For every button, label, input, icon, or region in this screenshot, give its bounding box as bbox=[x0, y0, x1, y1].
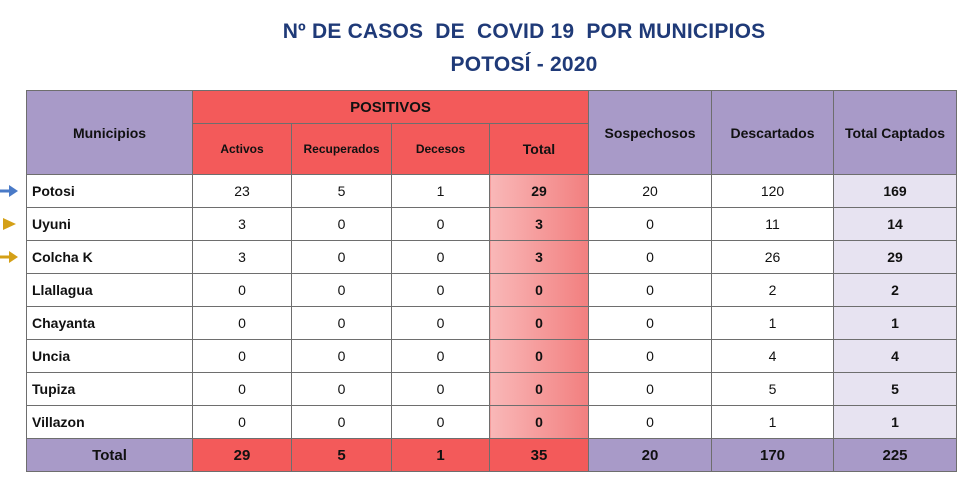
cell-municipio: Chayanta bbox=[26, 306, 193, 340]
cell-decesos: 0 bbox=[391, 207, 490, 241]
cell-descartados: 2 bbox=[711, 273, 834, 307]
cell-decesos: 0 bbox=[391, 240, 490, 274]
cell-recuperados: 0 bbox=[291, 207, 392, 241]
header-sospechosos: Sospechosos bbox=[588, 90, 712, 175]
cell-descartados: 5 bbox=[711, 372, 834, 406]
totals-row: Total 29 5 1 35 20 170 225 bbox=[26, 438, 957, 472]
header-total-captados: Total Captados bbox=[833, 90, 957, 175]
cell-recuperados: 0 bbox=[291, 339, 392, 373]
header-total: Total bbox=[489, 123, 589, 175]
cell-recuperados: 0 bbox=[291, 306, 392, 340]
triangle-right-icon bbox=[3, 218, 16, 230]
header-descartados: Descartados bbox=[711, 90, 834, 175]
table-row: Llallagua 0 0 0 0 0 2 2 bbox=[26, 273, 957, 307]
totals-sospechosos: 20 bbox=[588, 438, 712, 472]
cell-total-captados: 4 bbox=[833, 339, 957, 373]
cell-total-captados: 5 bbox=[833, 372, 957, 406]
cell-decesos: 0 bbox=[391, 339, 490, 373]
cell-activos: 0 bbox=[192, 405, 292, 439]
cell-total-captados: 1 bbox=[833, 306, 957, 340]
cell-activos: 0 bbox=[192, 339, 292, 373]
header-municipios: Municipios bbox=[26, 90, 193, 175]
cell-total-captados: 2 bbox=[833, 273, 957, 307]
cell-sospechosos: 0 bbox=[588, 207, 712, 241]
cell-municipio: Villazon bbox=[26, 405, 193, 439]
totals-decesos: 1 bbox=[391, 438, 490, 472]
cell-sospechosos: 20 bbox=[588, 174, 712, 208]
cell-decesos: 0 bbox=[391, 405, 490, 439]
covid-cases-table: Municipios POSITIVOS Sospechosos Descart… bbox=[26, 90, 957, 472]
header-positivos: POSITIVOS bbox=[192, 90, 589, 124]
cell-decesos: 0 bbox=[391, 372, 490, 406]
cell-municipio: Llallagua bbox=[26, 273, 193, 307]
cell-activos: 0 bbox=[192, 273, 292, 307]
cell-municipio: Uyuni bbox=[26, 207, 193, 241]
totals-activos: 29 bbox=[192, 438, 292, 472]
table-row: Chayanta 0 0 0 0 0 1 1 bbox=[26, 306, 957, 340]
cell-sospechosos: 0 bbox=[588, 372, 712, 406]
cell-total: 0 bbox=[489, 339, 589, 373]
cell-activos: 0 bbox=[192, 372, 292, 406]
cell-total: 29 bbox=[489, 174, 589, 208]
cell-descartados: 26 bbox=[711, 240, 834, 274]
cell-activos: 0 bbox=[192, 306, 292, 340]
header-decesos: Decesos bbox=[391, 123, 490, 175]
cell-recuperados: 0 bbox=[291, 273, 392, 307]
table-row: Colcha K 3 0 0 3 0 26 29 bbox=[26, 240, 957, 274]
cell-total: 0 bbox=[489, 273, 589, 307]
table-row: Villazon 0 0 0 0 0 1 1 bbox=[26, 405, 957, 439]
page-subtitle: POTOSÍ - 2020 bbox=[450, 53, 598, 76]
cell-descartados: 1 bbox=[711, 405, 834, 439]
cell-municipio: Uncia bbox=[26, 339, 193, 373]
cell-total-captados: 14 bbox=[833, 207, 957, 241]
cell-decesos: 1 bbox=[391, 174, 490, 208]
cell-recuperados: 0 bbox=[291, 405, 392, 439]
cell-sospechosos: 0 bbox=[588, 405, 712, 439]
cell-activos: 3 bbox=[192, 240, 292, 274]
table-row: Uncia 0 0 0 0 0 4 4 bbox=[26, 339, 957, 373]
cell-municipio: Tupiza bbox=[26, 372, 193, 406]
totals-descartados: 170 bbox=[711, 438, 834, 472]
cell-sospechosos: 0 bbox=[588, 339, 712, 373]
totals-label: Total bbox=[26, 438, 193, 472]
header-recuperados: Recuperados bbox=[291, 123, 392, 175]
header-activos: Activos bbox=[192, 123, 292, 175]
arrow-right-icon bbox=[0, 185, 18, 197]
cell-decesos: 0 bbox=[391, 273, 490, 307]
table-row: Potosi 23 5 1 29 20 120 169 bbox=[26, 174, 957, 208]
totals-total: 35 bbox=[489, 438, 589, 472]
cell-activos: 23 bbox=[192, 174, 292, 208]
cell-sospechosos: 0 bbox=[588, 306, 712, 340]
cell-recuperados: 0 bbox=[291, 372, 392, 406]
cell-sospechosos: 0 bbox=[588, 240, 712, 274]
cell-decesos: 0 bbox=[391, 306, 490, 340]
arrow-right-icon bbox=[0, 251, 18, 263]
cell-total: 3 bbox=[489, 207, 589, 241]
cell-recuperados: 5 bbox=[291, 174, 392, 208]
cell-descartados: 120 bbox=[711, 174, 834, 208]
totals-recuperados: 5 bbox=[291, 438, 392, 472]
cell-municipio: Colcha K bbox=[26, 240, 193, 274]
table-row: Tupiza 0 0 0 0 0 5 5 bbox=[26, 372, 957, 406]
cell-recuperados: 0 bbox=[291, 240, 392, 274]
cell-activos: 3 bbox=[192, 207, 292, 241]
cell-descartados: 11 bbox=[711, 207, 834, 241]
cell-descartados: 1 bbox=[711, 306, 834, 340]
cell-total-captados: 1 bbox=[833, 405, 957, 439]
cell-total: 0 bbox=[489, 405, 589, 439]
cell-descartados: 4 bbox=[711, 339, 834, 373]
table-row: Uyuni 3 0 0 3 0 11 14 bbox=[26, 207, 957, 241]
cell-total: 0 bbox=[489, 372, 589, 406]
cell-total: 3 bbox=[489, 240, 589, 274]
cell-municipio: Potosi bbox=[26, 174, 193, 208]
cell-total: 0 bbox=[489, 306, 589, 340]
cell-total-captados: 29 bbox=[833, 240, 957, 274]
cell-total-captados: 169 bbox=[833, 174, 957, 208]
cell-sospechosos: 0 bbox=[588, 273, 712, 307]
totals-total-captados: 225 bbox=[833, 438, 957, 472]
page-title: Nº DE CASOS DE COVID 19 POR MUNICIPIOS bbox=[282, 20, 766, 43]
